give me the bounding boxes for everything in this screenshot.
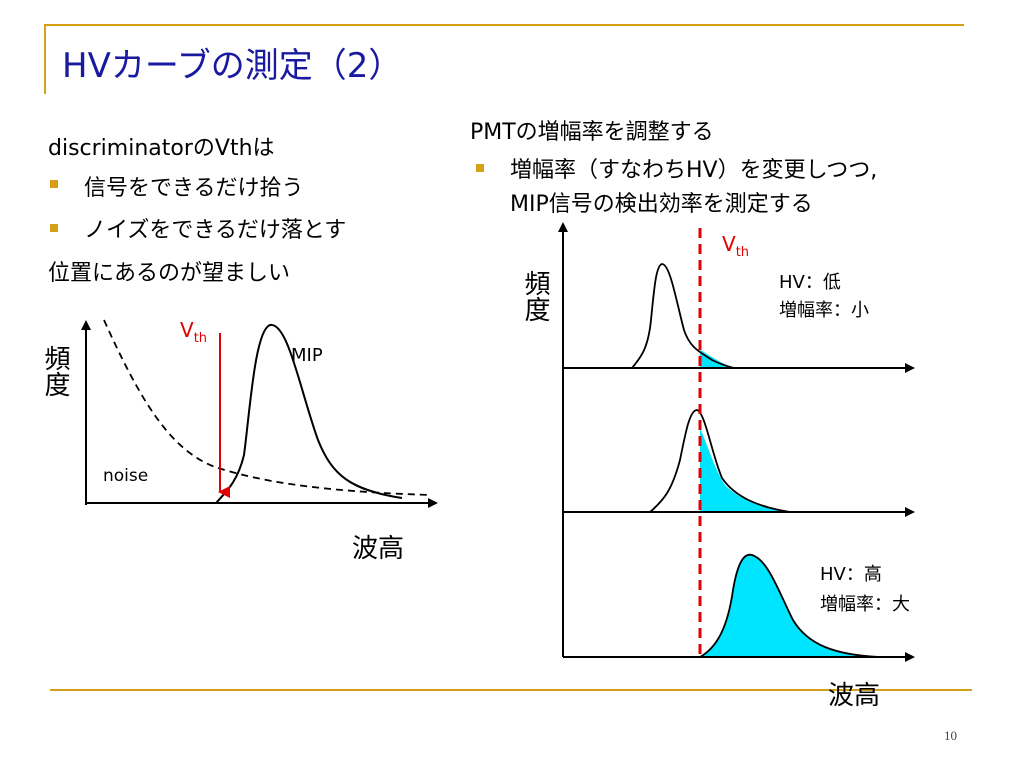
right-x-axis-label: 波高	[828, 681, 881, 711]
mip-curve	[215, 324, 403, 504]
left-bullet-1: 信号をできるだけ拾う	[84, 176, 304, 201]
low-hv-detected-area	[700, 350, 734, 368]
left-x-axis-label: 波高	[352, 534, 405, 564]
bottom-rule	[50, 689, 972, 691]
title-side-rule	[44, 24, 46, 94]
bullet-marker	[50, 224, 58, 232]
low-gain-label: 増幅率：小	[779, 300, 869, 321]
right-heading: PMTの増幅率を調整する	[470, 120, 714, 145]
right-vth-label: Vth	[722, 232, 749, 260]
bullet-marker	[50, 180, 58, 188]
left-conclusion: 位置にあるのが望ましい	[48, 261, 291, 286]
left-bullet-2: ノイズをできるだけ落とす	[84, 218, 347, 243]
vth-sub: th	[193, 331, 208, 346]
left-heading: discriminatorのVthは	[48, 136, 275, 161]
right-bullet-line-1: 増幅率（すなわちHV）を変更しつつ,	[510, 158, 878, 183]
vth-main: V	[180, 318, 194, 342]
bullet-marker	[476, 164, 484, 172]
high-hv-peak	[699, 553, 881, 658]
left-y-axis-label: 頻度	[40, 345, 70, 397]
high-gain-label: 増幅率：大	[820, 594, 910, 615]
right-bullet-line-2: MIP信号の検出効率を測定する	[510, 192, 813, 217]
high-hv-detected-area	[700, 554, 880, 657]
high-hv-label: HV：高	[820, 564, 882, 585]
slide-title: HVカーブの測定（2）	[62, 46, 403, 86]
right-y-axis-label: 頻度	[520, 270, 550, 322]
page-number: 10	[944, 728, 957, 743]
low-hv-label: HV：低	[779, 272, 841, 293]
mid-hv-peak	[649, 409, 791, 513]
top-rule	[44, 24, 964, 26]
vth-main: V	[722, 232, 736, 256]
mid-hv-detected-area	[700, 428, 785, 512]
vth-sub: th	[735, 245, 750, 260]
noise-label: noise	[103, 466, 149, 486]
low-hv-peak	[631, 263, 735, 369]
noise-curve	[103, 319, 431, 496]
left-vth-label: Vth	[180, 318, 207, 346]
mip-label: MIP	[291, 345, 323, 366]
